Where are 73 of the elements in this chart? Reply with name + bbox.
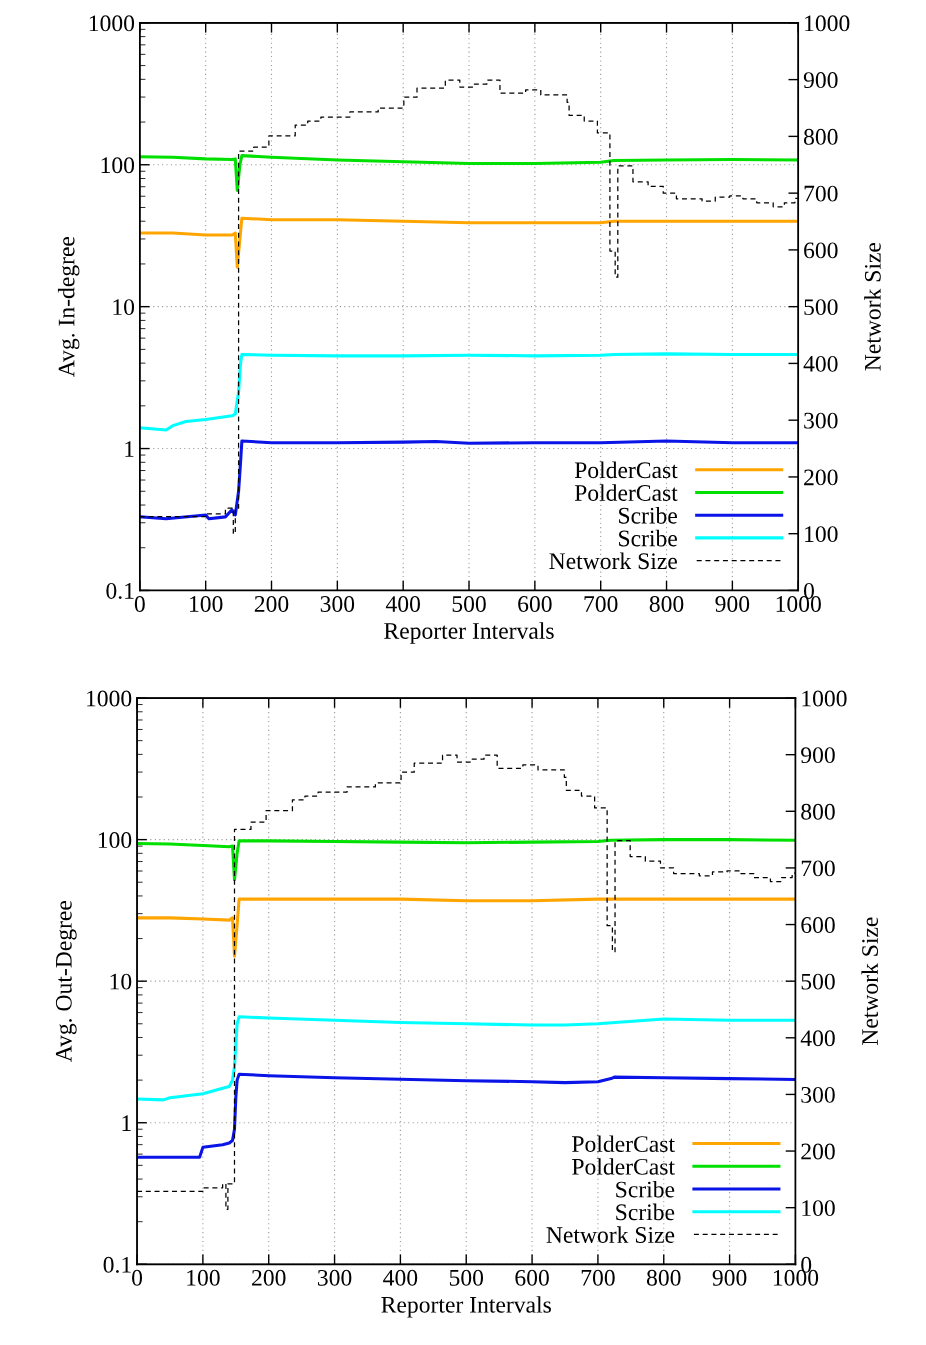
y-tick-label: 100 <box>101 157 135 174</box>
y2-tick-label: 300 <box>804 412 838 429</box>
y-tick-label: 0.1 <box>106 582 134 599</box>
y2-tick-label: 100 <box>805 526 838 543</box>
y-tick-label: 1 <box>125 441 134 457</box>
legend-label: PolderCast <box>574 461 678 479</box>
x-tick-label: 200 <box>252 1269 286 1286</box>
x-tick-label: 800 <box>646 1269 681 1286</box>
y2-tick-label: 400 <box>800 1030 835 1047</box>
line-series <box>137 1072 796 1159</box>
x-tick-label: 600 <box>518 596 552 612</box>
legend-label: PolderCast <box>572 1158 675 1175</box>
line-series <box>139 216 799 269</box>
x-tick-label: 200 <box>254 596 289 612</box>
y2-tick-label: 500 <box>801 973 835 990</box>
y-axis-title: Avg. Out-Degree <box>55 900 77 1063</box>
legend-label: Scribe <box>616 1203 675 1221</box>
y2-tick-label: 500 <box>804 299 838 316</box>
y-tick-label: 1 <box>122 1115 131 1131</box>
x-tick-label: 0 <box>134 596 145 612</box>
y2-tick-label: 800 <box>801 803 835 820</box>
y2-tick-label: 700 <box>804 185 838 202</box>
x-tick-label: 400 <box>385 596 420 612</box>
x-axis-title: Reporter Intervals <box>384 622 554 644</box>
x-tick-label: 900 <box>712 1269 747 1286</box>
line-series <box>139 154 799 192</box>
x-tick-label: 0 <box>132 1269 143 1286</box>
legend-label: Scribe <box>619 529 677 547</box>
legend-label: Scribe <box>616 1180 675 1198</box>
x-tick-label: 500 <box>452 596 486 612</box>
y-axis-title: Avg. In-degree <box>57 236 80 378</box>
x-tick-label: 900 <box>715 596 750 612</box>
x-tick-label: 700 <box>584 596 618 612</box>
y-tick-label: 10 <box>110 973 132 990</box>
y2-tick-label: 600 <box>801 917 835 933</box>
line-series <box>139 352 799 432</box>
x-tick-label: 100 <box>190 596 223 612</box>
x-tick-label: 400 <box>383 1269 418 1286</box>
y-tick-label: 1000 <box>89 15 135 32</box>
y2-axis-title: Network Size <box>861 917 879 1046</box>
x-tick-label: 700 <box>581 1269 615 1286</box>
line-series <box>137 838 796 882</box>
x-axis-title: Reporter Intervals <box>381 1296 551 1318</box>
y2-tick-label: 400 <box>803 355 838 372</box>
y-tick-label: 10 <box>113 299 135 316</box>
y2-tick-label: 1000 <box>802 690 847 707</box>
legend-label: Scribe <box>619 507 677 524</box>
y-tick-label: 0.1 <box>103 1256 131 1273</box>
legend-label: PolderCast <box>574 484 678 501</box>
x-tick-label: 800 <box>649 596 684 612</box>
legend-label: PolderCast <box>572 1135 675 1153</box>
x-tick-label: 500 <box>449 1269 484 1286</box>
y2-tick-label: 100 <box>802 1200 835 1217</box>
y2-tick-label: 200 <box>801 1143 835 1160</box>
x-tick-label: 300 <box>317 1269 352 1286</box>
x-tick-label: 300 <box>320 596 355 612</box>
y2-tick-label: 200 <box>804 469 838 486</box>
x-tick-label: 600 <box>515 1269 549 1286</box>
line-series <box>137 1015 796 1102</box>
y2-axis-title: Network Size <box>864 242 881 371</box>
legend-label: Network Size <box>549 552 677 570</box>
x-tick-label: 100 <box>187 1269 220 1286</box>
y2-tick-label: 800 <box>803 128 838 145</box>
legend-label: Network Size <box>546 1226 675 1243</box>
y-tick-label: 100 <box>98 832 132 849</box>
y-tick-label: 1000 <box>87 690 132 707</box>
line-series <box>137 897 796 958</box>
y2-tick-label: 1000 <box>805 15 850 32</box>
y2-tick-label: 300 <box>801 1086 835 1103</box>
y2-tick-label: 600 <box>804 242 838 259</box>
y2-tick-label: 900 <box>803 72 838 89</box>
y2-tick-label: 900 <box>801 747 835 764</box>
y2-tick-label: 700 <box>801 860 835 877</box>
